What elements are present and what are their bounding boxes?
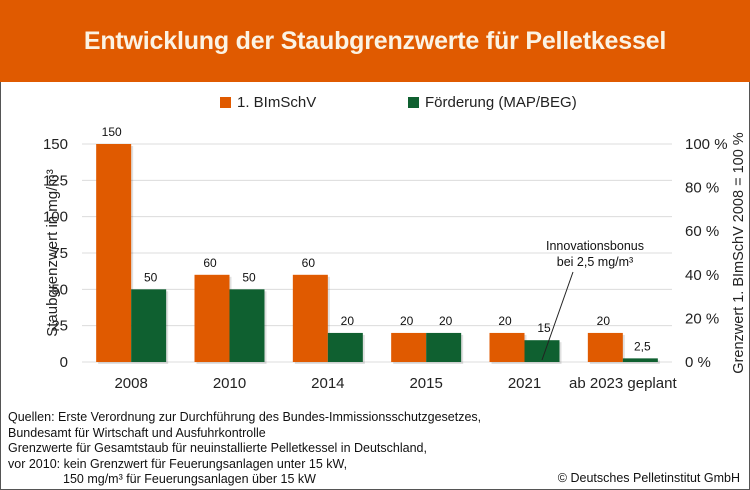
y-axis-label: Staubgrenzwert in mg/m³	[44, 169, 61, 337]
data-label: 20	[400, 314, 414, 328]
bar-foerderung	[327, 332, 363, 362]
y2-tick-label: 100 %	[685, 136, 728, 153]
y-tick-label: 25	[51, 318, 68, 335]
annotation-line-2: bei 2,5 mg/m³	[557, 255, 633, 269]
y-tick-label: 75	[51, 245, 68, 262]
x-tick-label: ab 2023 geplant	[569, 375, 677, 392]
annotation-leader-line	[541, 271, 574, 361]
y2-tick-label: 80 %	[685, 180, 719, 197]
gridlines	[82, 143, 672, 363]
bar-foerderung	[131, 289, 167, 362]
bar-bimschv	[587, 332, 623, 362]
bar-foerderung	[229, 289, 265, 362]
data-label: 20	[597, 314, 611, 328]
x-tick-label: 2014	[311, 375, 344, 392]
x-tick-label: 2010	[213, 375, 246, 392]
data-label: 20	[439, 314, 453, 328]
data-label: 15	[537, 321, 551, 335]
legend-item-bimschv: 1. BImSchV	[220, 94, 316, 111]
copyright: © Deutsches Pelletinstitut GmbH	[557, 471, 740, 485]
y-tick-label: 150	[43, 136, 68, 153]
data-label: 20	[341, 314, 355, 328]
chart-title: Entwicklung der Staubgrenzwerte für Pell…	[83, 26, 667, 55]
legend-label-foerderung: Förderung (MAP/BEG)	[425, 94, 577, 111]
y2-tick-label: 20 %	[685, 310, 719, 327]
bar-foerderung	[524, 340, 560, 362]
legend-swatch-foerderung	[408, 97, 419, 108]
bar-bimschv	[489, 332, 525, 362]
footer-line-5: 150 mg/m³ für Feuerungsanlagen über 15 k…	[63, 472, 316, 486]
data-label: 60	[203, 256, 217, 270]
footer-line-3: Grenzwerte für Gesamtstaub für neuinstal…	[8, 441, 427, 455]
bar-bimschv	[292, 274, 328, 362]
bar-bimschv	[96, 144, 132, 362]
y2-tick-label: 60 %	[685, 223, 719, 240]
y2-tick-label: 0 %	[685, 354, 711, 371]
bar-bimschv	[391, 332, 427, 362]
data-labels: 150 50 60 50 60 20 20 20 20 15 20 2,5	[102, 125, 651, 353]
footer-line-2: Bundesamt für Wirtschaft und Ausfuhrkont…	[8, 425, 266, 440]
annotation-line-1: Innovationsbonus	[546, 239, 644, 253]
data-label: 50	[242, 270, 256, 284]
data-label: 50	[144, 270, 158, 284]
x-tick-label: 2015	[409, 375, 442, 392]
y2-axis-label: Grenzwert 1. BImSchV 2008 = 100 %	[731, 132, 747, 373]
data-label: 2,5	[634, 339, 651, 353]
footer-line-4: vor 2010: kein Grenzwert für Feuerungsan…	[8, 456, 348, 471]
data-label: 150	[102, 125, 122, 139]
footer-notes: Quellen: Erste Verordnung zur Durchführu…	[8, 410, 481, 488]
y-tick-label: 50	[51, 281, 68, 298]
footer-line-1: Quellen: Erste Verordnung zur Durchführu…	[8, 410, 482, 424]
bar-foerderung	[426, 332, 462, 362]
legend-swatch-bimschv	[220, 97, 231, 108]
y2-tick-label: 40 %	[685, 267, 719, 284]
x-tick-label: 2021	[508, 375, 541, 392]
header-banner: Entwicklung der Staubgrenzwerte für Pell…	[0, 0, 750, 82]
legend-label-bimschv: 1. BImSchV	[237, 94, 317, 111]
bar-bimschv	[194, 274, 230, 362]
data-label: 60	[302, 256, 316, 270]
legend-item-foerderung: Förderung (MAP/BEG)	[408, 94, 577, 111]
y2-axis-ticks: 0 % 20 % 40 % 60 % 80 % 100 %	[685, 136, 728, 371]
bar-shadow	[624, 360, 660, 364]
legend: 1. BImSchV Förderung (MAP/BEG)	[0, 94, 750, 114]
bar-chart: 0 25 50 75 100 125 150 0 % 20 % 40 % 60 % 80 % 100 …	[43, 125, 747, 392]
y-tick-label: 125	[43, 172, 68, 189]
y-tick-label: 0	[60, 354, 68, 371]
x-tick-label: 2008	[114, 375, 147, 392]
bar-foerderung	[622, 358, 658, 362]
data-label: 20	[498, 314, 512, 328]
x-axis-ticks: 2008 2010 2014 2015 2021 ab 2023 geplant	[114, 375, 677, 392]
y-tick-label: 100	[43, 209, 68, 226]
y-axis-ticks: 0 25 50 75 100 125 150	[43, 136, 68, 371]
bars	[96, 144, 660, 364]
annotation-innovationsbonus: Innovationsbonus bei 2,5 mg/m³	[541, 239, 644, 361]
